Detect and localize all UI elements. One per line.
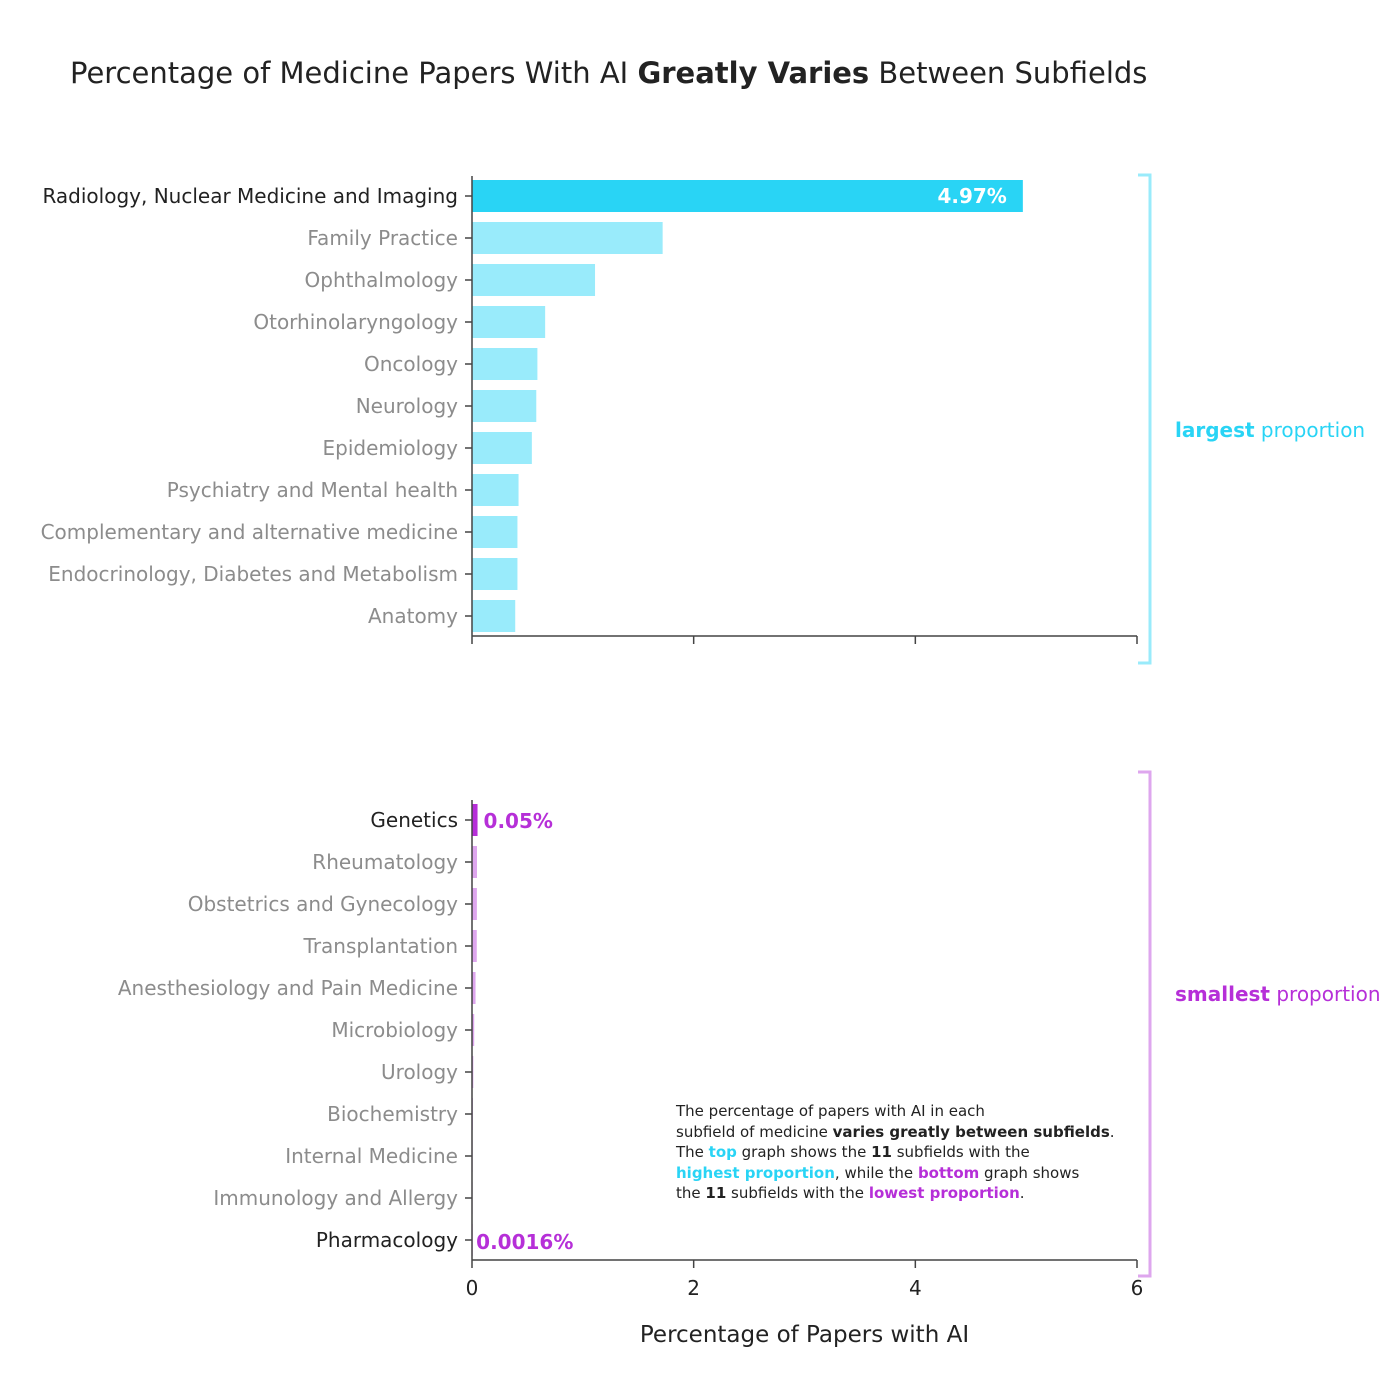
bracket-bottom	[1138, 770, 1152, 1278]
bar-top-4	[472, 348, 538, 380]
category-label-top-5: Neurology	[356, 394, 458, 418]
side-label-bottom: smallest proportion	[1175, 982, 1381, 1006]
chart-title: Percentage of Medicine Papers With AI Gr…	[70, 56, 1147, 90]
bar-top-10	[472, 600, 516, 632]
bar-top-5	[472, 390, 537, 422]
category-label-bottom-4: Anesthesiology and Pain Medicine	[118, 976, 458, 1000]
note-count: 11	[871, 1143, 892, 1161]
note-text: .	[1109, 1122, 1115, 1141]
title-suffix: Between Subfields	[869, 56, 1148, 90]
bar-top-1	[472, 222, 663, 254]
top-panel: Radiology, Nuclear Medicine and Imaging F…	[41, 173, 1365, 665]
bar-top-9	[472, 558, 518, 590]
bar-bottom-2	[472, 888, 477, 920]
xtick-label-bottom-1: 2	[687, 1276, 700, 1300]
xtick-label-bottom-3: 6	[1131, 1276, 1144, 1300]
note-lowest-proportion: lowest proportion	[868, 1184, 1020, 1202]
side-label-bold: smallest	[1175, 982, 1270, 1006]
data-label-top-0: 4.97%	[937, 184, 1006, 208]
note-line-2: subfield of medicine varies greatly betw…	[676, 1122, 1156, 1143]
bar-bottom-3	[472, 930, 477, 962]
category-label-top-1: Family Practice	[307, 226, 458, 250]
note-count: 11	[705, 1184, 727, 1202]
category-label-top-7: Psychiatry and Mental health	[167, 478, 458, 502]
bar-top-7	[472, 474, 519, 506]
bar-top-2	[472, 264, 596, 296]
category-label-bottom-6: Urology	[381, 1060, 458, 1084]
note-line-3: The top graph shows the 11 subfields wit…	[676, 1142, 1156, 1163]
bottom-panel: Genetics Rheumatology Obstetrics and Gynec…	[118, 770, 1381, 1348]
note-emphasis: varies greatly between subfields	[832, 1122, 1110, 1141]
title-bold: Greatly Varies	[637, 56, 870, 90]
category-label-bottom-2: Obstetrics and Gynecology	[188, 892, 458, 916]
category-label-bottom-5: Microbiology	[331, 1018, 458, 1042]
note-line-4: highest proportion, while the bottom gra…	[676, 1163, 1156, 1184]
bar-bottom-0	[472, 804, 478, 836]
category-label-top-0: Radiology, Nuclear Medicine and Imaging	[42, 184, 458, 208]
note-line-5: the 11 subfields with the lowest proport…	[676, 1183, 1156, 1204]
note-bottom-word: bottom	[917, 1163, 980, 1182]
annotation-note: The percentage of papers with AI in each…	[676, 1101, 1156, 1204]
side-label-rest: proportion	[1255, 418, 1366, 442]
bar-bottom-5	[472, 1014, 475, 1046]
bracket-top	[1138, 173, 1152, 665]
category-label-top-3: Otorhinolaryngology	[253, 310, 458, 334]
category-label-bottom-0: Genetics	[370, 808, 458, 832]
xtick-label-bottom-0: 0	[466, 1276, 479, 1300]
side-label-bold: largest	[1175, 418, 1255, 442]
note-text: , while the	[834, 1163, 918, 1182]
category-label-top-6: Epidemiology	[323, 436, 459, 460]
data-label-bottom-10: 0.0016%	[476, 1230, 573, 1254]
category-label-bottom-10: Pharmacology	[316, 1228, 458, 1252]
side-label-top: largest proportion	[1175, 418, 1365, 442]
bar-top-0	[472, 180, 1023, 212]
category-label-bottom-8: Internal Medicine	[285, 1144, 458, 1168]
category-label-bottom-1: Rheumatology	[312, 850, 458, 874]
category-label-top-9: Endocrinology, Diabetes and Metabolism	[48, 562, 458, 586]
note-text: subfields with the	[891, 1143, 1030, 1161]
category-label-top-10: Anatomy	[368, 604, 458, 628]
data-label-bottom-0: 0.05%	[484, 809, 553, 833]
bar-bottom-4	[472, 972, 476, 1004]
category-label-top-8: Complementary and alternative medicine	[41, 520, 458, 544]
note-text: the	[676, 1184, 706, 1202]
note-text: subfield of medicine	[676, 1122, 833, 1141]
bar-top-6	[472, 432, 532, 464]
category-label-bottom-9: Immunology and Allergy	[213, 1186, 458, 1210]
title-prefix: Percentage of Medicine Papers With AI	[70, 56, 638, 90]
note-top-word: top	[708, 1143, 737, 1161]
bar-bottom-1	[472, 846, 477, 878]
x-axis-title: Percentage of Papers with AI	[640, 1322, 969, 1348]
note-text: subfields with the	[726, 1184, 869, 1202]
side-label-rest: proportion	[1270, 982, 1381, 1006]
note-text: The	[676, 1143, 709, 1161]
category-label-top-4: Oncology	[364, 352, 458, 376]
note-text: The percentage of papers with AI in each	[676, 1102, 985, 1120]
note-highest-proportion: highest proportion	[676, 1163, 835, 1182]
category-label-bottom-7: Biochemistry	[327, 1102, 458, 1126]
note-text: graph shows the	[736, 1143, 872, 1161]
bar-top-8	[472, 516, 518, 548]
category-label-bottom-3: Transplantation	[303, 934, 458, 958]
note-line-1: The percentage of papers with AI in each	[676, 1101, 1156, 1122]
category-label-top-2: Ophthalmology	[305, 268, 459, 292]
note-text: .	[1019, 1184, 1025, 1202]
note-text: graph shows	[979, 1163, 1080, 1182]
xtick-label-bottom-2: 4	[909, 1276, 922, 1300]
bar-top-3	[472, 306, 546, 338]
